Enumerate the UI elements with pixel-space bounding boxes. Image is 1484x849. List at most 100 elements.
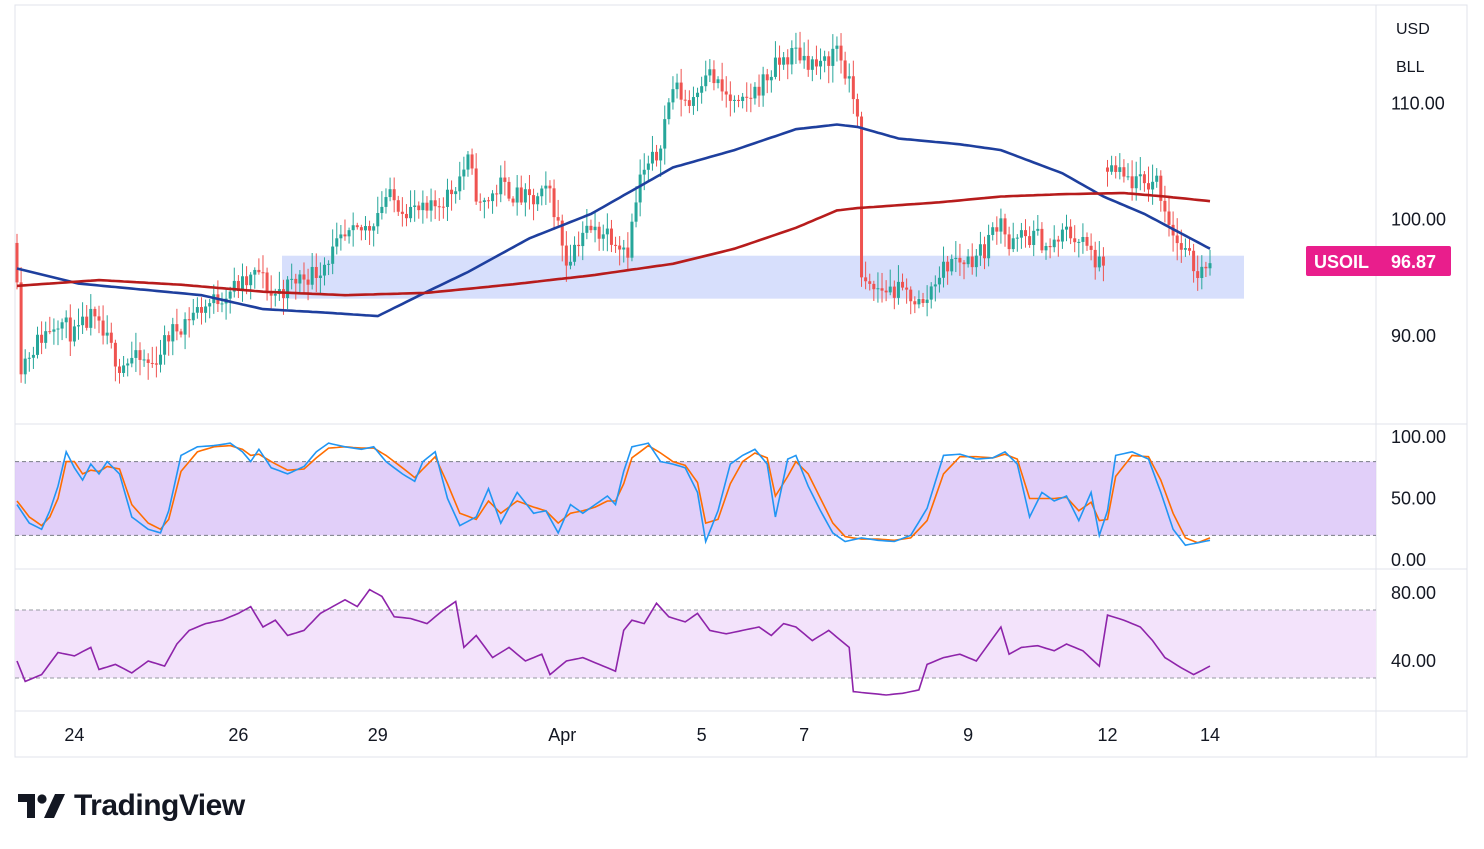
candle [1028,226,1032,248]
candle [458,161,462,200]
candle [1040,222,1044,254]
candle [499,165,503,203]
candle [249,272,253,300]
candle [917,290,921,309]
candle [937,266,941,293]
candle [568,244,572,270]
candle [1183,238,1187,257]
unit-label[interactable]: BLL [1396,59,1425,76]
candle [495,184,499,207]
candle [515,175,519,216]
price-tick-label: 100.00 [1391,210,1446,230]
candle [171,317,175,356]
candle [253,267,257,289]
last-price-tag: USOIL 96.87 [1306,246,1451,276]
candle [445,178,449,222]
candle [507,177,511,202]
candle [839,33,843,74]
currency-label[interactable]: USD [1396,21,1430,38]
candle [384,188,388,214]
candle [23,349,27,384]
candle [466,151,470,177]
candle [753,82,757,105]
candle [1122,159,1126,183]
stochastic-axis[interactable]: 100.00 50.00 0.00 [1391,427,1446,570]
brand-footer: TradingView [18,786,245,826]
candle [671,76,675,110]
candle [704,60,708,92]
candle [872,280,876,301]
candle [183,312,187,350]
candle [413,190,417,222]
stochastic-k-line [16,442,1211,547]
candle [105,315,109,345]
candle [142,349,146,367]
candle [404,204,408,227]
candle [363,216,367,241]
candle [355,222,359,230]
candle [700,76,704,104]
time-tick-label: 29 [368,725,388,745]
rsi-panel[interactable] [15,588,1376,696]
last-price-tag-background [1306,246,1451,276]
candle [1179,229,1183,263]
candle [958,243,962,276]
candle [819,48,823,80]
time-axis[interactable]: 24 26 29 Apr 5 7 9 12 14 [64,725,1220,745]
candle [1200,255,1204,290]
candle [761,66,765,107]
candle [630,213,634,262]
candle [626,232,630,272]
candle [831,34,835,83]
candle [109,322,113,349]
candle [339,224,343,251]
candle [667,98,671,125]
candle [208,298,212,319]
candle [741,92,745,109]
candle [1126,163,1130,181]
candle [474,153,478,205]
candle [1044,242,1048,260]
candle [1155,168,1159,188]
candle [27,352,31,372]
stochastic-panel[interactable] [15,442,1376,547]
candle [1159,170,1163,212]
candle [737,94,741,108]
price-panel[interactable] [15,31,1245,384]
candle [970,243,974,275]
candle [265,267,269,301]
candle [1151,164,1155,205]
candle [892,280,896,310]
candle [199,297,203,325]
candle [232,267,236,298]
candle [1163,185,1167,223]
stochastic-tick-label: 100.00 [1391,427,1446,447]
candle [794,32,798,64]
candle [511,196,515,207]
candle [823,50,827,73]
candle [1167,197,1171,237]
candle [376,196,380,234]
candle [1204,261,1208,278]
candle [1056,235,1060,257]
candle [261,255,265,289]
candle [519,175,523,206]
candle [536,192,540,211]
candle [691,86,695,115]
price-axis[interactable]: 110.00 100.00 90.00 [1391,94,1446,346]
time-tick-label: 24 [64,725,84,745]
candle [1036,215,1040,236]
candle [933,275,937,302]
candle [712,60,716,91]
rsi-tick-label: 40.00 [1391,651,1436,671]
candle [351,212,355,247]
candle [216,280,220,313]
candle [44,321,48,349]
candle [974,249,978,277]
stochastic-band [15,461,1376,536]
candle [683,89,687,107]
candle [860,111,864,287]
candle [191,298,195,326]
rsi-axis[interactable]: 80.00 40.00 [1391,583,1436,671]
